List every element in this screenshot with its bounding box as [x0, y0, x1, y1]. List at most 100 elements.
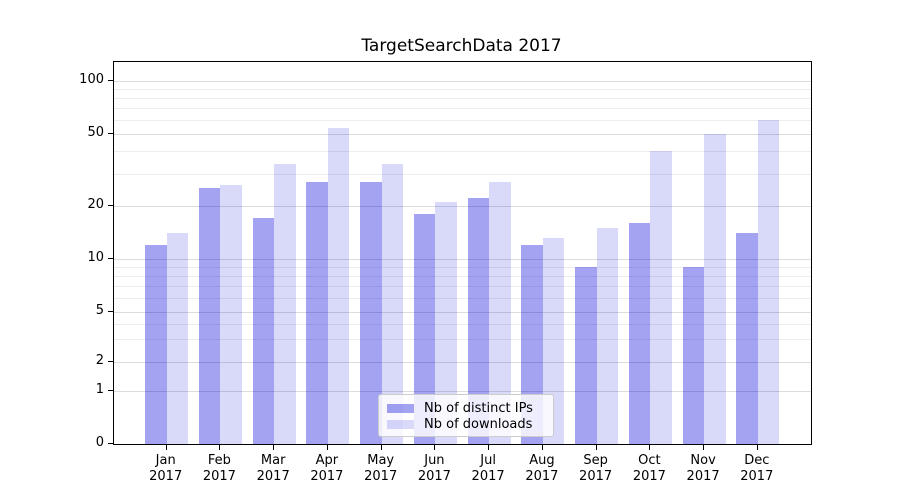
minor-gridline: [114, 151, 811, 153]
x-tick-label: Nov 2017: [673, 453, 733, 485]
legend-item-distinct-ips: Nb of distinct IPs: [387, 400, 545, 416]
x-tick-year: 2017: [471, 469, 505, 484]
x-tick-label: Oct 2017: [619, 453, 679, 485]
x-tick-mark: [434, 444, 436, 450]
major-gridline: [114, 311, 811, 313]
bar-distinct-ips-jun: [413, 213, 436, 444]
x-tick-mark: [703, 444, 705, 450]
y-tick-label: 5: [95, 302, 104, 318]
x-tick-year: 2017: [525, 469, 559, 484]
bar-distinct-ips-mar: [252, 217, 275, 444]
minor-gridline: [114, 297, 811, 299]
y-tick-label: 2: [95, 352, 104, 368]
major-gridline: [114, 81, 811, 82]
bar-downloads-sep: [596, 227, 619, 444]
legend-swatch-distinct-ips: [387, 403, 414, 413]
y-tick-label: 100: [79, 72, 104, 87]
x-tick-mark: [488, 444, 490, 450]
legend-item-downloads: Nb of downloads: [387, 416, 545, 432]
x-tick-label: Apr 2017: [297, 453, 357, 485]
x-tick-mark: [380, 444, 382, 450]
x-tick-mark: [649, 444, 651, 450]
bar-downloads-jan: [166, 232, 189, 444]
y-tick-mark: [108, 257, 113, 259]
x-tick-year: 2017: [149, 469, 183, 484]
bar-distinct-ips-jan: [145, 244, 167, 444]
x-tick-year: 2017: [740, 469, 774, 484]
y-tick-mark: [108, 80, 113, 81]
x-tick-label: Jan 2017: [136, 453, 196, 485]
minor-gridline: [114, 120, 811, 122]
legend: Nb of distinct IPs Nb of downloads: [378, 394, 554, 437]
legend-label-downloads: Nb of downloads: [424, 416, 533, 432]
major-gridline: [114, 361, 811, 363]
minor-gridline: [114, 266, 811, 268]
bar-downloads-may: [381, 164, 404, 444]
x-tick-mark: [219, 444, 221, 450]
legend-swatch-downloads: [387, 419, 414, 429]
y-tick-mark: [108, 443, 113, 444]
bar-distinct-ips-apr: [306, 182, 328, 444]
minor-gridline: [114, 108, 811, 110]
bar-distinct-ips-jul: [467, 198, 490, 444]
bar-distinct-ips-dec: [736, 232, 758, 444]
bar-downloads-nov: [704, 134, 726, 444]
major-gridline: [114, 391, 811, 392]
x-tick-label: May 2017: [351, 453, 411, 485]
x-tick-label: Feb 2017: [189, 453, 249, 485]
y-tick-label: 1: [95, 382, 104, 397]
bar-downloads-apr: [327, 128, 350, 444]
plot-area: [113, 61, 812, 445]
x-tick-label: Jul 2017: [458, 453, 518, 485]
x-tick-year: 2017: [310, 469, 344, 484]
bar-distinct-ips-nov: [682, 266, 705, 444]
y-tick-label: 0: [95, 435, 104, 450]
y-tick-mark: [108, 360, 113, 362]
bar-downloads-oct: [650, 151, 672, 444]
x-tick-mark: [273, 444, 275, 450]
minor-gridline: [114, 173, 811, 175]
y-tick-mark: [108, 133, 113, 134]
legend-label-distinct-ips: Nb of distinct IPs: [424, 400, 533, 416]
bar-distinct-ips-oct: [628, 222, 651, 444]
y-tick-label: 10: [87, 249, 104, 265]
bar-downloads-jun: [435, 201, 457, 444]
y-tick-mark: [108, 310, 113, 312]
x-tick-year: 2017: [417, 469, 451, 484]
bar-distinct-ips-sep: [575, 266, 597, 444]
major-gridline: [114, 205, 811, 207]
bar-downloads-feb: [220, 185, 242, 444]
x-tick-mark: [756, 444, 758, 450]
major-gridline: [114, 134, 811, 135]
bar-distinct-ips-may: [360, 182, 382, 444]
x-tick-year: 2017: [364, 469, 398, 484]
minor-gridline: [114, 89, 811, 91]
minor-gridline: [114, 323, 811, 325]
x-tick-year: 2017: [579, 469, 613, 484]
minor-gridline: [114, 285, 811, 287]
x-tick-year: 2017: [256, 469, 290, 484]
bar-downloads-dec: [757, 120, 780, 444]
x-tick-mark: [541, 444, 543, 450]
x-tick-mark: [595, 444, 597, 450]
x-tick-year: 2017: [686, 469, 720, 484]
bar-downloads-mar: [274, 164, 296, 444]
bar-downloads-jul: [489, 182, 511, 444]
x-tick-mark: [326, 444, 328, 450]
y-tick-label: 20: [87, 196, 104, 212]
minor-gridline: [114, 275, 811, 277]
major-gridline: [114, 258, 811, 260]
x-tick-label: Dec 2017: [727, 453, 787, 485]
minor-gridline: [114, 98, 811, 100]
x-tick-year: 2017: [202, 469, 236, 484]
minor-gridline: [114, 339, 811, 341]
x-tick-year: 2017: [632, 469, 666, 484]
y-tick-label: 50: [87, 125, 104, 140]
bar-downloads-aug: [542, 238, 565, 444]
y-tick-mark: [108, 204, 113, 206]
x-tick-label: Jun 2017: [404, 453, 464, 485]
x-tick-label: Mar 2017: [243, 453, 303, 485]
x-tick-label: Aug 2017: [512, 453, 572, 485]
chart-title: TargetSearchData 2017: [361, 36, 562, 56]
